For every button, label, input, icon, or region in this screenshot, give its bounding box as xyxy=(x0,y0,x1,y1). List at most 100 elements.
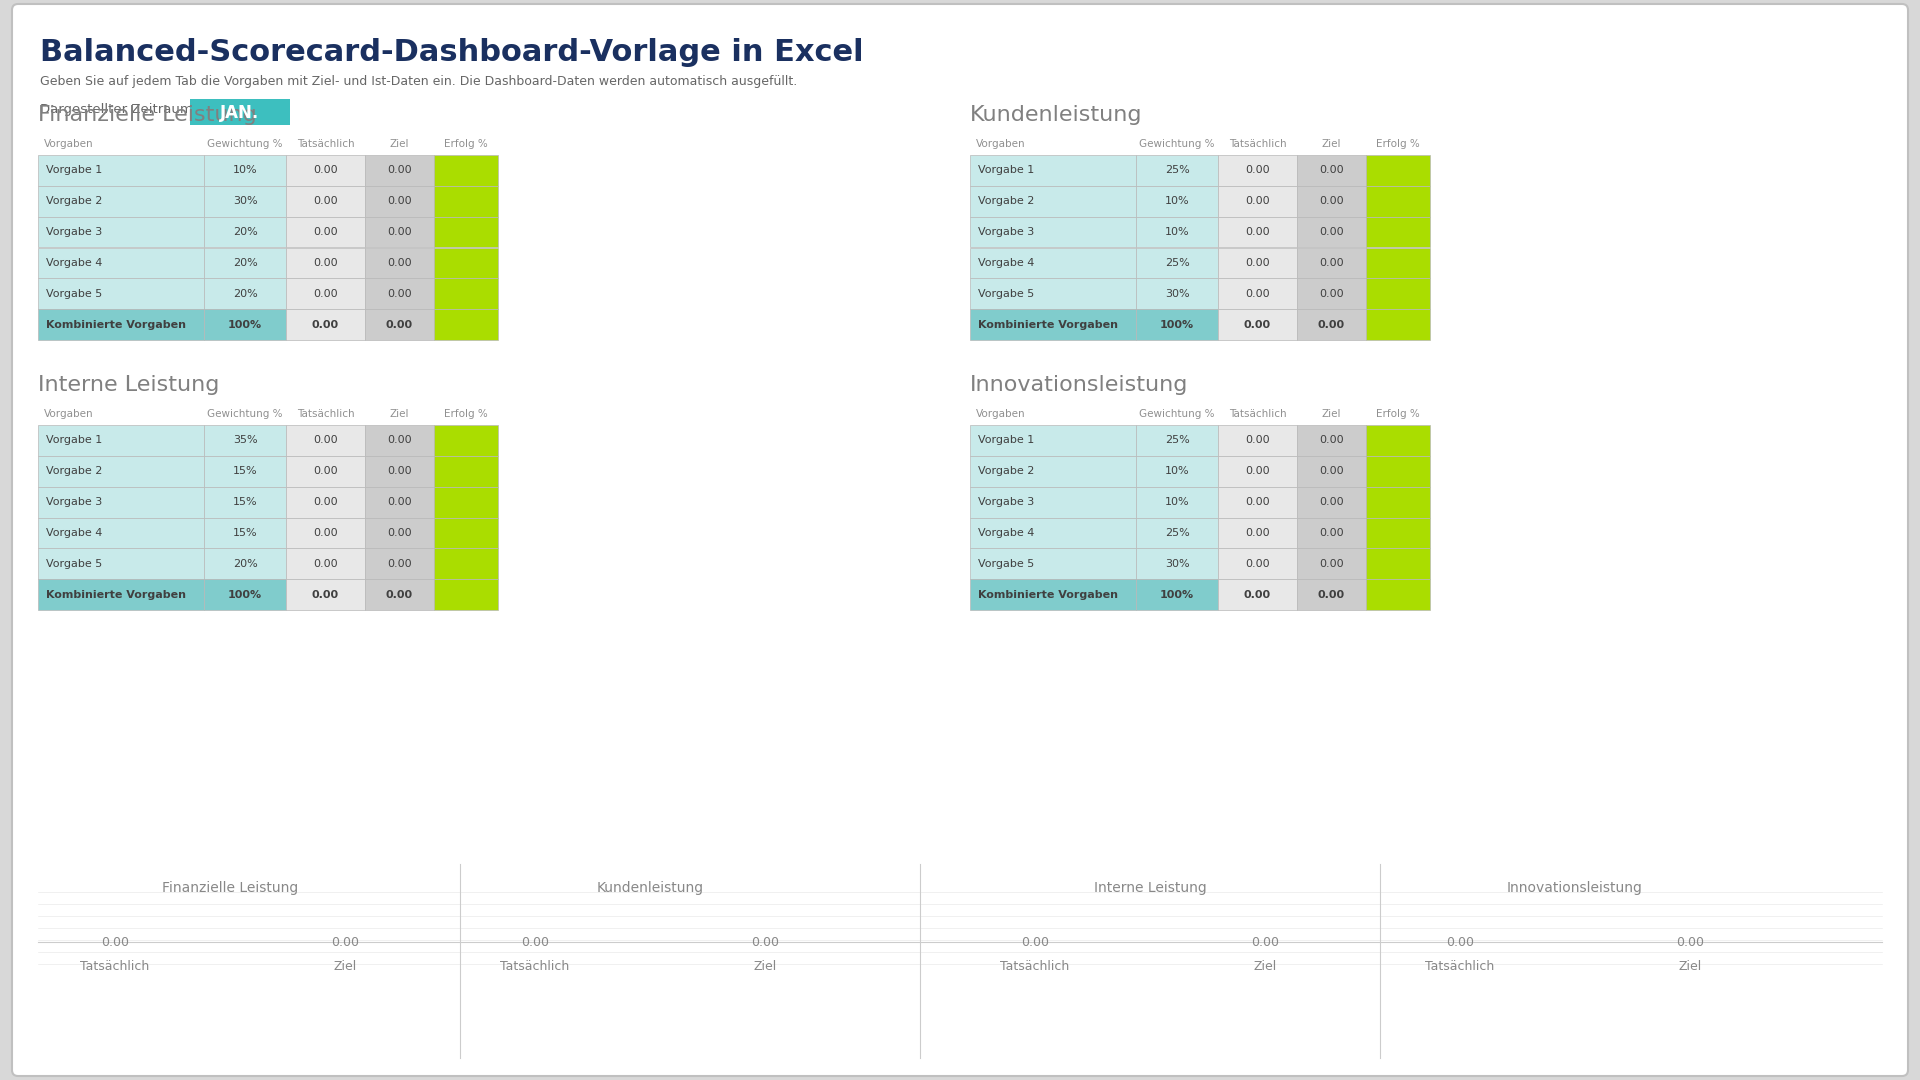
Text: 0.00: 0.00 xyxy=(1246,288,1269,299)
Bar xyxy=(1135,247,1219,279)
Bar xyxy=(38,579,204,610)
Bar xyxy=(1135,309,1219,340)
Bar xyxy=(204,156,286,186)
Text: 0.00: 0.00 xyxy=(1317,590,1344,599)
Bar xyxy=(1365,309,1430,340)
Bar xyxy=(286,309,365,340)
Bar xyxy=(1296,217,1365,247)
Text: Kombinierte Vorgaben: Kombinierte Vorgaben xyxy=(977,320,1117,329)
Bar xyxy=(1219,186,1296,217)
Bar xyxy=(286,156,365,186)
Bar xyxy=(1219,279,1296,309)
Bar xyxy=(1219,247,1296,279)
Bar xyxy=(286,487,365,517)
Bar xyxy=(1296,247,1365,279)
Text: 0.00: 0.00 xyxy=(313,288,338,299)
Text: 0.00: 0.00 xyxy=(1252,935,1279,948)
Text: 0.00: 0.00 xyxy=(1246,528,1269,538)
Bar xyxy=(434,517,497,549)
Text: 0.00: 0.00 xyxy=(1319,528,1344,538)
Text: 0.00: 0.00 xyxy=(1319,258,1344,268)
Text: Vorgabe 3: Vorgabe 3 xyxy=(46,497,102,508)
Bar xyxy=(286,456,365,487)
Bar xyxy=(38,426,204,456)
Text: Geben Sie auf jedem Tab die Vorgaben mit Ziel- und Ist-Daten ein. Die Dashboard-: Geben Sie auf jedem Tab die Vorgaben mit… xyxy=(40,75,797,87)
Bar xyxy=(38,156,204,186)
Bar xyxy=(970,247,1135,279)
Bar xyxy=(1296,186,1365,217)
Text: Vorgabe 5: Vorgabe 5 xyxy=(46,558,102,569)
Bar xyxy=(1365,279,1430,309)
Bar xyxy=(204,579,286,610)
Text: Erfolg %: Erfolg % xyxy=(444,139,488,149)
Text: Vorgabe 1: Vorgabe 1 xyxy=(46,165,102,175)
Text: Vorgabe 3: Vorgabe 3 xyxy=(977,227,1035,238)
Text: 0.00: 0.00 xyxy=(313,435,338,445)
Bar xyxy=(970,156,1135,186)
Text: 0.00: 0.00 xyxy=(386,227,411,238)
Bar xyxy=(1135,579,1219,610)
Text: 15%: 15% xyxy=(232,467,257,476)
Bar xyxy=(1365,247,1430,279)
Text: 20%: 20% xyxy=(232,227,257,238)
Text: Tatsächlich: Tatsächlich xyxy=(81,960,150,973)
Text: 0.00: 0.00 xyxy=(386,497,411,508)
Text: 0.00: 0.00 xyxy=(313,467,338,476)
Bar xyxy=(38,247,204,279)
Text: 100%: 100% xyxy=(228,590,261,599)
Bar xyxy=(1296,456,1365,487)
Text: Kundenleistung: Kundenleistung xyxy=(597,881,703,895)
Bar xyxy=(190,99,290,125)
Text: 0.00: 0.00 xyxy=(1319,435,1344,445)
Text: 0.00: 0.00 xyxy=(313,558,338,569)
Bar xyxy=(970,456,1135,487)
Bar xyxy=(286,247,365,279)
Text: 0.00: 0.00 xyxy=(386,435,411,445)
Text: 25%: 25% xyxy=(1165,528,1188,538)
Text: 0.00: 0.00 xyxy=(1676,935,1705,948)
Bar xyxy=(1365,186,1430,217)
Text: Tatsächlich: Tatsächlich xyxy=(1425,960,1494,973)
Bar xyxy=(204,487,286,517)
Text: Ziel: Ziel xyxy=(1321,409,1340,419)
Bar xyxy=(365,247,434,279)
Text: 0.00: 0.00 xyxy=(1246,435,1269,445)
Bar xyxy=(286,279,365,309)
Bar xyxy=(1296,426,1365,456)
Text: 10%: 10% xyxy=(1165,197,1188,206)
Text: Vorgabe 5: Vorgabe 5 xyxy=(46,288,102,299)
Bar xyxy=(1135,517,1219,549)
Text: 20%: 20% xyxy=(232,288,257,299)
Bar xyxy=(434,426,497,456)
Bar xyxy=(1365,156,1430,186)
Bar xyxy=(1135,156,1219,186)
Bar xyxy=(434,156,497,186)
Text: Kombinierte Vorgaben: Kombinierte Vorgaben xyxy=(977,590,1117,599)
Text: Vorgaben: Vorgaben xyxy=(44,409,94,419)
Bar xyxy=(1296,517,1365,549)
Text: 25%: 25% xyxy=(1165,258,1188,268)
Bar xyxy=(365,279,434,309)
Text: Vorgabe 4: Vorgabe 4 xyxy=(977,258,1035,268)
Text: 0.00: 0.00 xyxy=(1246,558,1269,569)
Text: Vorgabe 4: Vorgabe 4 xyxy=(46,258,102,268)
Text: 100%: 100% xyxy=(1160,320,1194,329)
Text: Vorgabe 3: Vorgabe 3 xyxy=(977,497,1035,508)
Text: 0.00: 0.00 xyxy=(1319,227,1344,238)
Bar xyxy=(365,456,434,487)
Text: 0.00: 0.00 xyxy=(1319,165,1344,175)
Text: Vorgabe 5: Vorgabe 5 xyxy=(977,558,1035,569)
Bar xyxy=(1219,456,1296,487)
Text: Vorgabe 1: Vorgabe 1 xyxy=(977,165,1035,175)
Bar xyxy=(1135,186,1219,217)
Text: Ziel: Ziel xyxy=(1321,139,1340,149)
Bar xyxy=(204,426,286,456)
Text: 0.00: 0.00 xyxy=(1246,165,1269,175)
Text: 0.00: 0.00 xyxy=(313,165,338,175)
Bar xyxy=(1219,309,1296,340)
FancyBboxPatch shape xyxy=(12,4,1908,1076)
Bar xyxy=(204,517,286,549)
Text: 0.00: 0.00 xyxy=(386,558,411,569)
Text: 0.00: 0.00 xyxy=(751,935,780,948)
Text: 0.00: 0.00 xyxy=(1319,197,1344,206)
